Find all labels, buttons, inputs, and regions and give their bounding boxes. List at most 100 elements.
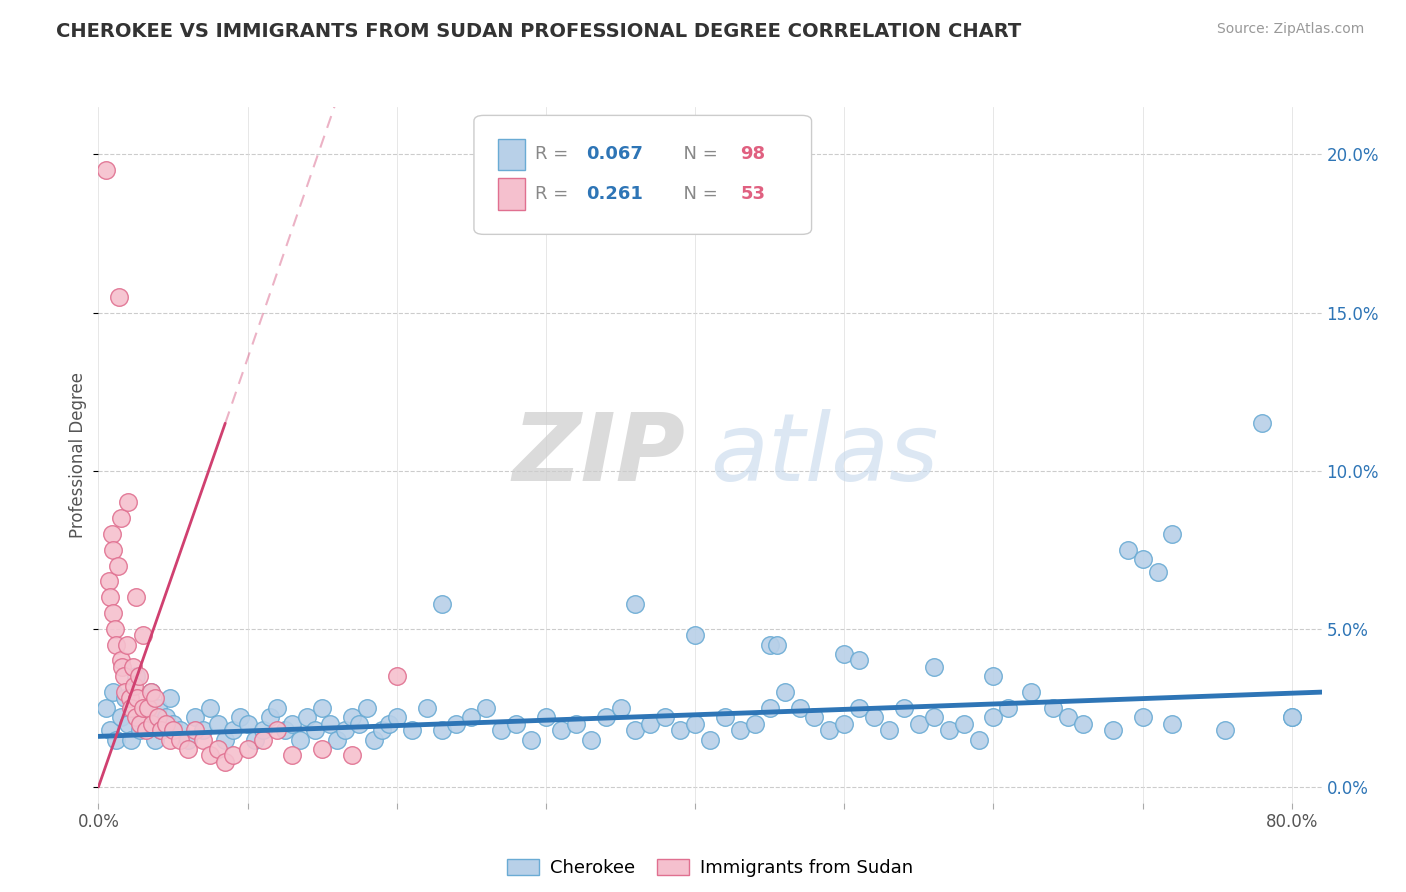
Point (200, 748, 222, 763)
Point (333, 723, 356, 737)
Point (550, 723, 572, 737)
Point (259, 710, 281, 724)
Point (150, 723, 173, 737)
Point (624, 597, 647, 611)
Point (579, 732, 602, 747)
Point (1251, 417, 1274, 431)
Text: R =: R = (536, 145, 574, 163)
Point (110, 653, 132, 667)
Text: atlas: atlas (710, 409, 938, 500)
Point (127, 691, 149, 706)
Point (520, 732, 543, 747)
Point (229, 710, 252, 724)
Text: N =: N = (672, 145, 724, 163)
Point (281, 716, 304, 731)
Point (169, 723, 191, 737)
Point (129, 723, 152, 737)
Point (1161, 716, 1184, 731)
Point (803, 710, 825, 724)
Point (155, 716, 177, 731)
FancyBboxPatch shape (474, 115, 811, 235)
Point (125, 591, 148, 605)
Point (107, 558, 129, 573)
Point (108, 290, 131, 304)
Point (135, 716, 157, 731)
Point (669, 723, 692, 737)
Point (104, 622, 127, 636)
Point (162, 716, 184, 731)
Point (430, 723, 453, 737)
Point (595, 710, 617, 724)
Point (1101, 723, 1123, 737)
Point (1132, 710, 1154, 724)
Point (363, 732, 385, 747)
Point (1281, 710, 1303, 724)
Point (848, 701, 870, 715)
Point (120, 732, 142, 747)
Point (983, 710, 1005, 724)
Point (952, 716, 974, 731)
Point (146, 701, 169, 715)
Point (624, 723, 647, 737)
Point (311, 742, 333, 756)
FancyBboxPatch shape (498, 178, 526, 210)
Point (128, 669, 150, 683)
Point (122, 679, 145, 693)
Point (699, 732, 721, 747)
Point (110, 511, 132, 525)
Point (340, 748, 363, 763)
Point (475, 701, 498, 715)
Point (683, 716, 706, 731)
Point (266, 723, 288, 737)
Point (136, 701, 159, 715)
Text: 53: 53 (741, 185, 766, 203)
Text: 0.067: 0.067 (586, 145, 644, 163)
Point (789, 701, 811, 715)
Point (129, 716, 152, 731)
Point (114, 685, 136, 699)
Point (236, 716, 259, 731)
Point (221, 748, 243, 763)
Point (378, 716, 401, 731)
Point (141, 716, 163, 731)
Point (1213, 723, 1236, 737)
Point (683, 628, 706, 642)
Text: Source: ZipAtlas.com: Source: ZipAtlas.com (1216, 22, 1364, 37)
Point (98, 723, 121, 737)
Point (349, 716, 371, 731)
Legend: Cherokee, Immigrants from Sudan: Cherokee, Immigrants from Sudan (499, 852, 921, 884)
Text: 0.261: 0.261 (586, 185, 644, 203)
Point (121, 660, 143, 674)
Point (243, 732, 266, 747)
Point (191, 723, 214, 737)
Point (922, 660, 945, 674)
Point (877, 723, 900, 737)
Point (274, 723, 297, 737)
Text: CHEROKEE VS IMMIGRANTS FROM SUDAN PROFESSIONAL DEGREE CORRELATION CHART: CHEROKEE VS IMMIGRANTS FROM SUDAN PROFES… (56, 22, 1022, 41)
Point (415, 701, 437, 715)
Point (184, 723, 207, 737)
Point (758, 638, 780, 652)
Point (818, 723, 841, 737)
Point (169, 732, 191, 747)
Point (125, 710, 148, 724)
Point (252, 732, 274, 747)
Point (893, 701, 915, 715)
Point (103, 542, 125, 557)
Point (120, 701, 142, 715)
Point (1042, 701, 1064, 715)
Point (326, 732, 349, 747)
Point (162, 723, 184, 737)
Point (863, 710, 886, 724)
Point (401, 723, 423, 737)
Text: R =: R = (536, 185, 574, 203)
Point (117, 495, 139, 509)
Text: 98: 98 (741, 145, 766, 163)
Point (177, 742, 200, 756)
Point (94, 701, 117, 715)
Point (110, 710, 132, 724)
Point (728, 723, 751, 737)
Text: N =: N = (672, 185, 724, 203)
Point (430, 597, 453, 611)
Point (200, 701, 222, 715)
